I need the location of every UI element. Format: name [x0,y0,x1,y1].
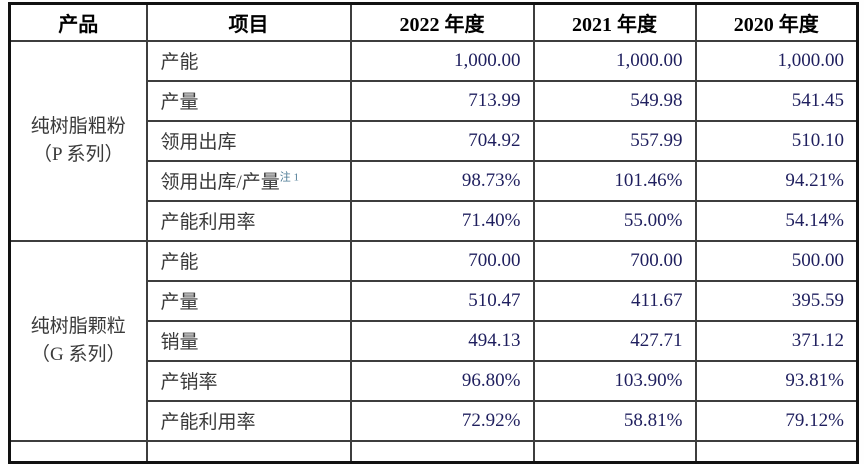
value-2020: 1,000.00 [694,39,859,82]
item-label: 领用出库/产量 [160,172,280,193]
value-2022: 494.13 [349,319,535,362]
table-row: 领用出库/产量注 1 98.73% 101.46% 94.21% [10,159,859,202]
value-2021: 58.81% [532,399,697,442]
empty-cell [694,439,859,464]
table-row: 纯树脂粗粉 （P 系列） 产能 1,000.00 1,000.00 1,000.… [8,39,859,242]
product-name-line2: （P 系列） [32,143,124,165]
header-item: 项目 [145,2,352,42]
product-name-line1: 纯树脂粗粉 [30,115,126,137]
value-2021: 101.46% [532,159,697,202]
empty-cell [349,439,535,464]
header-product: 产品 [8,2,148,42]
header-year-2020: 2020 年度 [694,2,859,42]
item-label-with-footnote: 领用出库/产量注 1 [145,159,352,202]
product-name-line1: 纯树脂颗粒 [30,315,126,337]
value-2020: 510.10 [694,119,859,162]
value-2020: 541.45 [694,79,859,122]
table-row-partial [8,439,859,464]
value-2020: 371.12 [694,319,859,362]
value-2022: 72.92% [349,399,535,442]
empty-cell [145,439,352,464]
value-2020: 79.12% [694,399,859,442]
production-capacity-table-wrap: 产品 项目 2022 年度 2021 年度 2020 年度 纯树脂粗粉 （P 系… [8,2,859,464]
value-2020: 94.21% [694,159,859,202]
footnote-superscript: 注 1 [279,171,300,184]
item-label: 产能 [145,39,352,82]
value-2021: 1,000.00 [532,39,697,82]
value-2021: 55.00% [532,199,697,242]
table-row: 产销率 96.80% 103.90% 93.81% [10,359,859,402]
value-2021: 700.00 [532,239,697,282]
value-2022: 1,000.00 [349,39,535,82]
item-label: 产能利用率 [145,199,352,242]
value-2020: 54.14% [694,199,859,242]
item-label: 领用出库 [145,119,352,162]
product-group-p-series: 纯树脂粗粉 （P 系列） [8,39,148,242]
empty-cell [532,439,697,464]
table-row: 销量 494.13 427.71 371.12 [10,319,859,362]
value-2020: 395.59 [694,279,859,322]
value-2021: 411.67 [532,279,697,322]
table-row: 领用出库 704.92 557.99 510.10 [10,119,859,162]
header-year-2022: 2022 年度 [349,2,535,42]
item-label: 销量 [145,319,352,362]
header-year-2021: 2021 年度 [532,2,697,42]
value-2022: 71.40% [349,199,535,242]
value-2020: 500.00 [694,239,859,282]
table-row: 纯树脂颗粒 （G 系列） 产能 700.00 700.00 500.00 [8,239,859,442]
empty-cell [8,439,148,464]
item-label: 产能利用率 [145,399,352,442]
production-capacity-table: 产品 项目 2022 年度 2021 年度 2020 年度 纯树脂粗粉 （P 系… [8,2,859,464]
item-label: 产销率 [145,359,352,402]
value-2022: 96.80% [349,359,535,402]
value-2021: 103.90% [532,359,697,402]
item-label: 产量 [145,79,352,122]
table-row: 产能利用率 71.40% 55.00% 54.14% [10,199,859,242]
item-label: 产能 [145,239,352,282]
table-row: 产量 713.99 549.98 541.45 [10,79,859,122]
value-2022: 700.00 [349,239,535,282]
table-row: 产量 510.47 411.67 395.59 [10,279,859,322]
value-2022: 713.99 [349,79,535,122]
item-label: 产量 [145,279,352,322]
value-2021: 427.71 [532,319,697,362]
value-2021: 557.99 [532,119,697,162]
value-2020: 93.81% [694,359,859,402]
value-2022: 704.92 [349,119,535,162]
table-header-row: 产品 项目 2022 年度 2021 年度 2020 年度 [8,2,859,42]
table-row: 产能利用率 72.92% 58.81% 79.12% [10,399,859,442]
value-2021: 549.98 [532,79,697,122]
product-group-g-series: 纯树脂颗粒 （G 系列） [8,239,148,442]
value-2022: 510.47 [349,279,535,322]
value-2022: 98.73% [349,159,535,202]
product-name-line2: （G 系列） [31,343,126,365]
